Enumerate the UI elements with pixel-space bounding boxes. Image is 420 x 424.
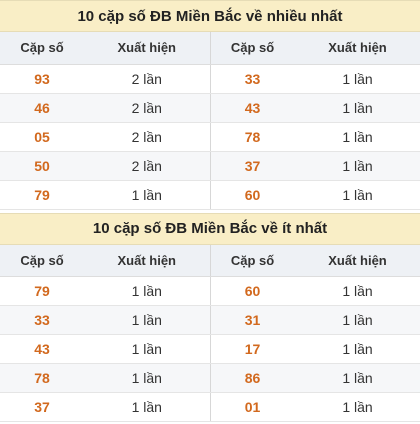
table-row: 37 1 lần: [210, 151, 420, 181]
table-row: 43 1 lần: [0, 334, 210, 364]
table-row: 78 1 lần: [0, 363, 210, 393]
occurrence-count: 1 lần: [84, 363, 210, 393]
table-header-row: Cặp số Xuất hiện: [0, 32, 210, 65]
table-row: 86 1 lần: [210, 363, 420, 393]
table-row: 50 2 lần: [0, 151, 210, 181]
pair-number: 93: [0, 64, 84, 94]
occurrence-count: 1 lần: [294, 305, 420, 335]
least-frequent-tables: Cặp số Xuất hiện 79 1 lần 33 1 lần 43 1 lần…: [0, 244, 420, 422]
pair-number: 60: [210, 276, 295, 306]
table-row: 93 2 lần: [0, 64, 210, 94]
occurrence-count: 1 lần: [294, 363, 420, 393]
least-frequent-title: 10 cặp số ĐB Miền Bắc về ít nhất: [0, 212, 420, 245]
occurrence-count: 2 lần: [84, 151, 210, 181]
column-header-count: Xuất hiện: [84, 32, 210, 65]
column-header-pair: Cặp số: [210, 244, 295, 277]
table-row: 01 1 lần: [210, 392, 420, 422]
occurrence-count: 1 lần: [294, 151, 420, 181]
pair-number: 37: [210, 151, 295, 181]
occurrence-count: 1 lần: [84, 334, 210, 364]
pair-number: 50: [0, 151, 84, 181]
table-header-row: Cặp số Xuất hiện: [210, 244, 420, 277]
table-row: 05 2 lần: [0, 122, 210, 152]
table-row: 31 1 lần: [210, 305, 420, 335]
occurrence-count: 1 lần: [84, 276, 210, 306]
table-row: 79 1 lần: [0, 180, 210, 210]
most-frequent-title: 10 cặp số ĐB Miền Bắc về nhiều nhất: [0, 0, 420, 32]
occurrence-count: 2 lần: [84, 122, 210, 152]
most-frequent-table-left: Cặp số Xuất hiện 93 2 lần 46 2 lần 05 2 lần…: [0, 32, 211, 210]
column-header-count: Xuất hiện: [294, 244, 420, 277]
table-row: 60 1 lần: [210, 276, 420, 306]
pair-number: 01: [210, 392, 295, 422]
pair-number: 43: [0, 334, 84, 364]
occurrence-count: 1 lần: [294, 64, 420, 94]
occurrence-count: 1 lần: [84, 305, 210, 335]
occurrence-count: 2 lần: [84, 93, 210, 123]
table-row: 78 1 lần: [210, 122, 420, 152]
pair-number: 37: [0, 392, 84, 422]
occurrence-count: 1 lần: [294, 122, 420, 152]
occurrence-count: 1 lần: [294, 180, 420, 210]
occurrence-count: 1 lần: [84, 180, 210, 210]
table-header-row: Cặp số Xuất hiện: [210, 32, 420, 65]
occurrence-count: 2 lần: [84, 64, 210, 94]
pair-number: 78: [0, 363, 84, 393]
occurrence-count: 1 lần: [294, 93, 420, 123]
pair-number: 78: [210, 122, 295, 152]
table-row: 33 1 lần: [0, 305, 210, 335]
pair-number: 60: [210, 180, 295, 210]
pair-number: 46: [0, 93, 84, 123]
column-header-count: Xuất hiện: [84, 244, 210, 277]
column-header-pair: Cặp số: [210, 32, 295, 65]
table-row: 46 2 lần: [0, 93, 210, 123]
most-frequent-table-right: Cặp số Xuất hiện 33 1 lần 43 1 lần 78 1 lần…: [210, 32, 420, 210]
occurrence-count: 1 lần: [294, 392, 420, 422]
pair-number: 79: [0, 276, 84, 306]
least-frequent-table-right: Cặp số Xuất hiện 60 1 lần 31 1 lần 17 1 lần…: [210, 244, 420, 422]
pair-number: 33: [0, 305, 84, 335]
pair-number: 43: [210, 93, 295, 123]
table-row: 17 1 lần: [210, 334, 420, 364]
table-header-row: Cặp số Xuất hiện: [0, 244, 210, 277]
table-row: 79 1 lần: [0, 276, 210, 306]
pair-number: 17: [210, 334, 295, 364]
pair-number: 05: [0, 122, 84, 152]
occurrence-count: 1 lần: [294, 334, 420, 364]
column-header-count: Xuất hiện: [294, 32, 420, 65]
least-frequent-table-left: Cặp số Xuất hiện 79 1 lần 33 1 lần 43 1 lần…: [0, 244, 211, 422]
column-header-pair: Cặp số: [0, 32, 84, 65]
table-row: 33 1 lần: [210, 64, 420, 94]
pair-number: 31: [210, 305, 295, 335]
table-row: 60 1 lần: [210, 180, 420, 210]
pair-number: 33: [210, 64, 295, 94]
occurrence-count: 1 lần: [84, 392, 210, 422]
table-row: 43 1 lần: [210, 93, 420, 123]
column-header-pair: Cặp số: [0, 244, 84, 277]
most-frequent-tables: Cặp số Xuất hiện 93 2 lần 46 2 lần 05 2 lần…: [0, 32, 420, 210]
table-row: 37 1 lần: [0, 392, 210, 422]
pair-number: 79: [0, 180, 84, 210]
pair-number: 86: [210, 363, 295, 393]
occurrence-count: 1 lần: [294, 276, 420, 306]
